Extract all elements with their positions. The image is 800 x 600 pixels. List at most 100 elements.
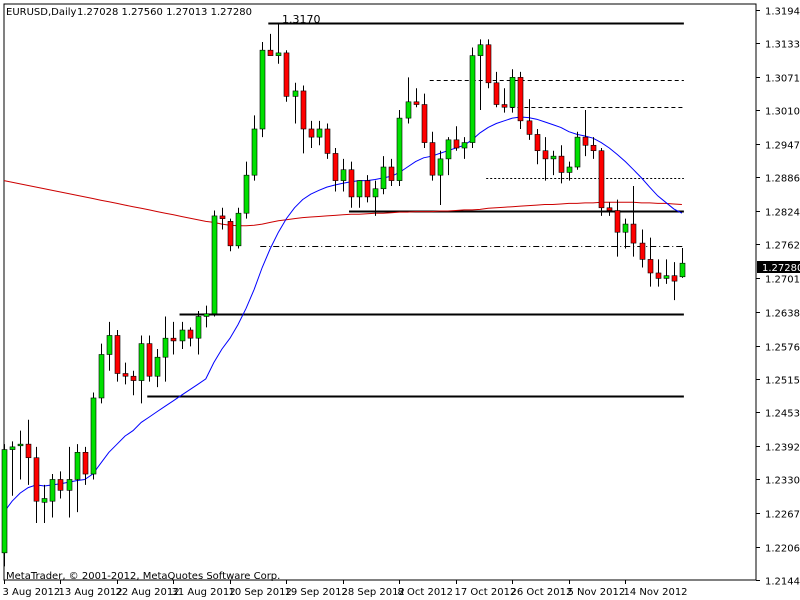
candle-body (49, 479, 56, 502)
candle (679, 247, 686, 278)
candle (437, 150, 444, 206)
candle-body (90, 397, 97, 475)
candle (251, 115, 258, 181)
candle (25, 419, 32, 485)
candle (655, 259, 662, 287)
candle (364, 175, 371, 203)
candle (114, 330, 121, 382)
x-tick-label: 26 Oct 2012 (511, 587, 573, 598)
candle-body (162, 337, 169, 358)
candle (316, 120, 323, 146)
x-tick-label: 8 Oct 2012 (398, 587, 453, 598)
candle (663, 259, 670, 284)
candle-body (582, 136, 589, 146)
candle (219, 207, 226, 230)
candle-body (606, 207, 613, 211)
candle-body (461, 142, 468, 149)
candle (509, 69, 516, 113)
candle-body (114, 335, 121, 374)
y-tick-label: 1.23300 (765, 476, 800, 487)
candle (598, 148, 605, 216)
y-tick-label: 1.24535 (765, 409, 800, 420)
candle (227, 218, 234, 252)
y-tick-label: 1.21445 (765, 577, 800, 588)
candle (340, 158, 347, 192)
candle-body (679, 262, 686, 278)
peak-label: 1.3170 (282, 13, 321, 26)
y-tick-label: 1.28240 (765, 208, 800, 219)
candle-body (235, 212, 242, 247)
x-tick-label: 5 Nov 2012 (568, 587, 626, 598)
candle (445, 137, 452, 176)
candles (1, 23, 686, 567)
candle (57, 471, 64, 499)
y-tick-label: 1.22060 (765, 544, 800, 555)
y-tick-label: 1.31945 (765, 7, 800, 18)
current-price-label: 1.27280 (762, 263, 800, 274)
y-tick-label: 1.27010 (765, 275, 800, 286)
candle-body (421, 104, 428, 143)
candle-body (517, 77, 524, 122)
candle-body (590, 144, 597, 152)
candle (106, 321, 113, 371)
candle (122, 362, 129, 385)
candle-body (526, 120, 533, 135)
x-tick-label: 31 Aug 2012 (172, 587, 236, 598)
candle-body (283, 52, 290, 97)
candle-body (170, 337, 177, 342)
candle (66, 446, 73, 518)
plot-area (3, 3, 757, 581)
x-tick-label: 14 Nov 2012 (624, 587, 688, 598)
candle-body (179, 329, 186, 342)
candle-body (380, 166, 387, 190)
candle-body (138, 343, 145, 381)
candle-body (509, 77, 516, 108)
candle-body (469, 55, 476, 143)
candle (429, 131, 436, 181)
candle (82, 446, 89, 485)
candle (49, 474, 56, 518)
candle (639, 229, 646, 268)
candle (292, 82, 299, 124)
candle (574, 131, 581, 170)
candle-body (356, 180, 363, 198)
candle (33, 446, 40, 523)
candle (41, 484, 48, 523)
y-tick-label: 1.31330 (765, 40, 800, 51)
candle-body (598, 150, 605, 209)
candle (405, 77, 412, 124)
candle (372, 180, 379, 216)
candle (9, 441, 16, 496)
y-tick-label: 1.25150 (765, 376, 800, 387)
candle (211, 210, 218, 317)
x-tick-label: 10 Sep 2012 (229, 587, 292, 598)
x-tick-label: 17 Oct 2012 (455, 587, 517, 598)
candle-body (300, 90, 307, 130)
candle-body (66, 479, 73, 491)
candle-body (493, 82, 500, 105)
y-tick-label: 1.26380 (765, 309, 800, 320)
candle (590, 137, 597, 159)
candle-body (17, 443, 24, 447)
candle-body (639, 242, 646, 260)
candle (332, 148, 339, 192)
candle-body (388, 166, 395, 181)
candle (388, 158, 395, 187)
candle-body (122, 373, 129, 377)
candle-body (542, 150, 549, 160)
candle-body (332, 153, 339, 181)
candle (380, 156, 387, 195)
candle (517, 71, 524, 129)
candle (300, 85, 307, 154)
candle-body (219, 215, 226, 219)
candle-body (259, 49, 266, 130)
candle (526, 99, 533, 140)
candle (582, 109, 589, 157)
candle-body (41, 498, 48, 503)
ohlc-readout: 1.27028 1.27560 1.27013 1.27280 (77, 7, 252, 18)
candle-body (130, 375, 137, 381)
candle (195, 311, 202, 355)
candle (154, 349, 161, 388)
